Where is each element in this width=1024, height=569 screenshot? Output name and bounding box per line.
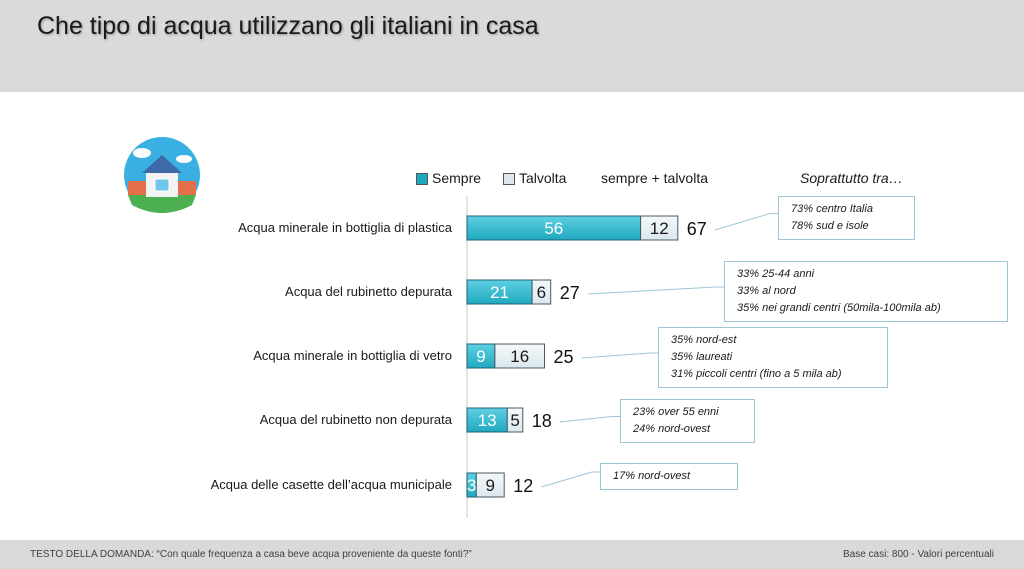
legend-talvolta: Talvolta	[503, 170, 566, 186]
note-line: 23% over 55 enni	[633, 406, 719, 418]
value-label-sempre: 21	[490, 283, 509, 302]
note-box: 33% 25-44 anni 33% al nord 35% nei grandi …	[724, 261, 1008, 322]
legend-talvolta-swatch	[503, 173, 515, 186]
note-line: 17% nord-ovest	[613, 470, 691, 482]
bar-sempre	[466, 215, 642, 241]
bar-sempre	[466, 279, 533, 305]
value-label-sempre: 56	[544, 219, 563, 238]
bar-talvolta	[475, 472, 505, 498]
note-connector	[559, 416, 620, 423]
note-line: 33% al nord	[737, 285, 796, 297]
bar-sempre	[466, 407, 508, 433]
note-box: 17% nord-ovest	[600, 463, 738, 490]
bar-talvolta	[494, 343, 545, 369]
note-line: 73% centro Italia	[791, 203, 873, 215]
note-line: 35% nord-est	[671, 334, 737, 346]
category-label: Acqua minerale in bottiglia di plastica	[238, 220, 453, 235]
note-line: 24% nord-ovest	[633, 423, 711, 435]
value-label-talvolta: 9	[486, 476, 495, 495]
house-icon	[122, 135, 202, 215]
note-box: 35% nord-est 35% laureati 31% piccoli cent…	[658, 327, 888, 388]
legend-total: sempre + talvolta	[601, 170, 708, 186]
category-label: Acqua del rubinetto non depurata	[260, 412, 453, 427]
value-label-sempre: 13	[478, 411, 497, 430]
notes-header: Soprattutto tra…	[800, 170, 903, 186]
value-label-sempre: 3	[467, 476, 476, 495]
note-box: 73% centro Italia 78% sud e isole	[778, 196, 915, 240]
total-label: 67	[687, 219, 707, 239]
value-label-talvolta: 5	[510, 411, 519, 430]
base-text: Base casi: 800 - Valori percentuali	[842, 549, 994, 560]
value-label-sempre: 9	[476, 347, 485, 366]
value-label-talvolta: 6	[537, 283, 546, 302]
total-label: 27	[560, 283, 580, 303]
question-text: TESTO DELLA DOMANDA: “Con quale frequenz…	[30, 549, 472, 560]
note-line: 35% nei grandi centri (50mila-100mila ab…	[737, 302, 941, 314]
legend-talvolta-label: Talvolta	[519, 170, 567, 186]
note-connector	[714, 213, 778, 231]
header-band: Che tipo di acqua utilizzano gli italian…	[0, 0, 1024, 92]
note-connector	[581, 352, 658, 359]
note-line: 33% 25-44 anni	[737, 268, 815, 280]
note-line: 78% sud e isole	[791, 220, 869, 232]
category-label: Acqua del rubinetto depurata	[285, 284, 453, 299]
total-label: 25	[554, 347, 574, 367]
value-label-talvolta: 16	[510, 347, 529, 366]
page-title: Che tipo di acqua utilizzano gli italian…	[37, 12, 539, 40]
bar-talvolta	[640, 215, 679, 241]
note-line: 35% laureati	[671, 351, 733, 363]
note-line: 31% piccoli centri (fino a 5 mila ab)	[671, 368, 842, 380]
note-connector	[541, 471, 600, 488]
footer-band: TESTO DELLA DOMANDA: “Con quale frequenz…	[0, 540, 1024, 569]
note-connector	[587, 286, 724, 295]
value-label-talvolta: 12	[650, 219, 669, 238]
legend-sempre-label: Sempre	[432, 170, 482, 186]
note-box: 23% over 55 enni 24% nord-ovest	[620, 399, 755, 443]
bar-talvolta	[531, 279, 552, 305]
category-label: Acqua minerale in bottiglia di vetro	[253, 348, 452, 363]
legend-sempre-swatch	[416, 173, 428, 186]
bar-talvolta	[506, 407, 524, 433]
category-label: Acqua delle casette dell’acqua municipal…	[211, 477, 452, 492]
legend-sempre: Sempre	[416, 170, 481, 186]
total-label: 18	[532, 411, 552, 431]
total-label: 12	[513, 476, 533, 496]
